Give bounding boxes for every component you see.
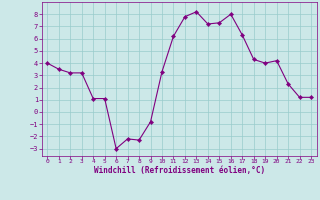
X-axis label: Windchill (Refroidissement éolien,°C): Windchill (Refroidissement éolien,°C) [94, 166, 265, 175]
